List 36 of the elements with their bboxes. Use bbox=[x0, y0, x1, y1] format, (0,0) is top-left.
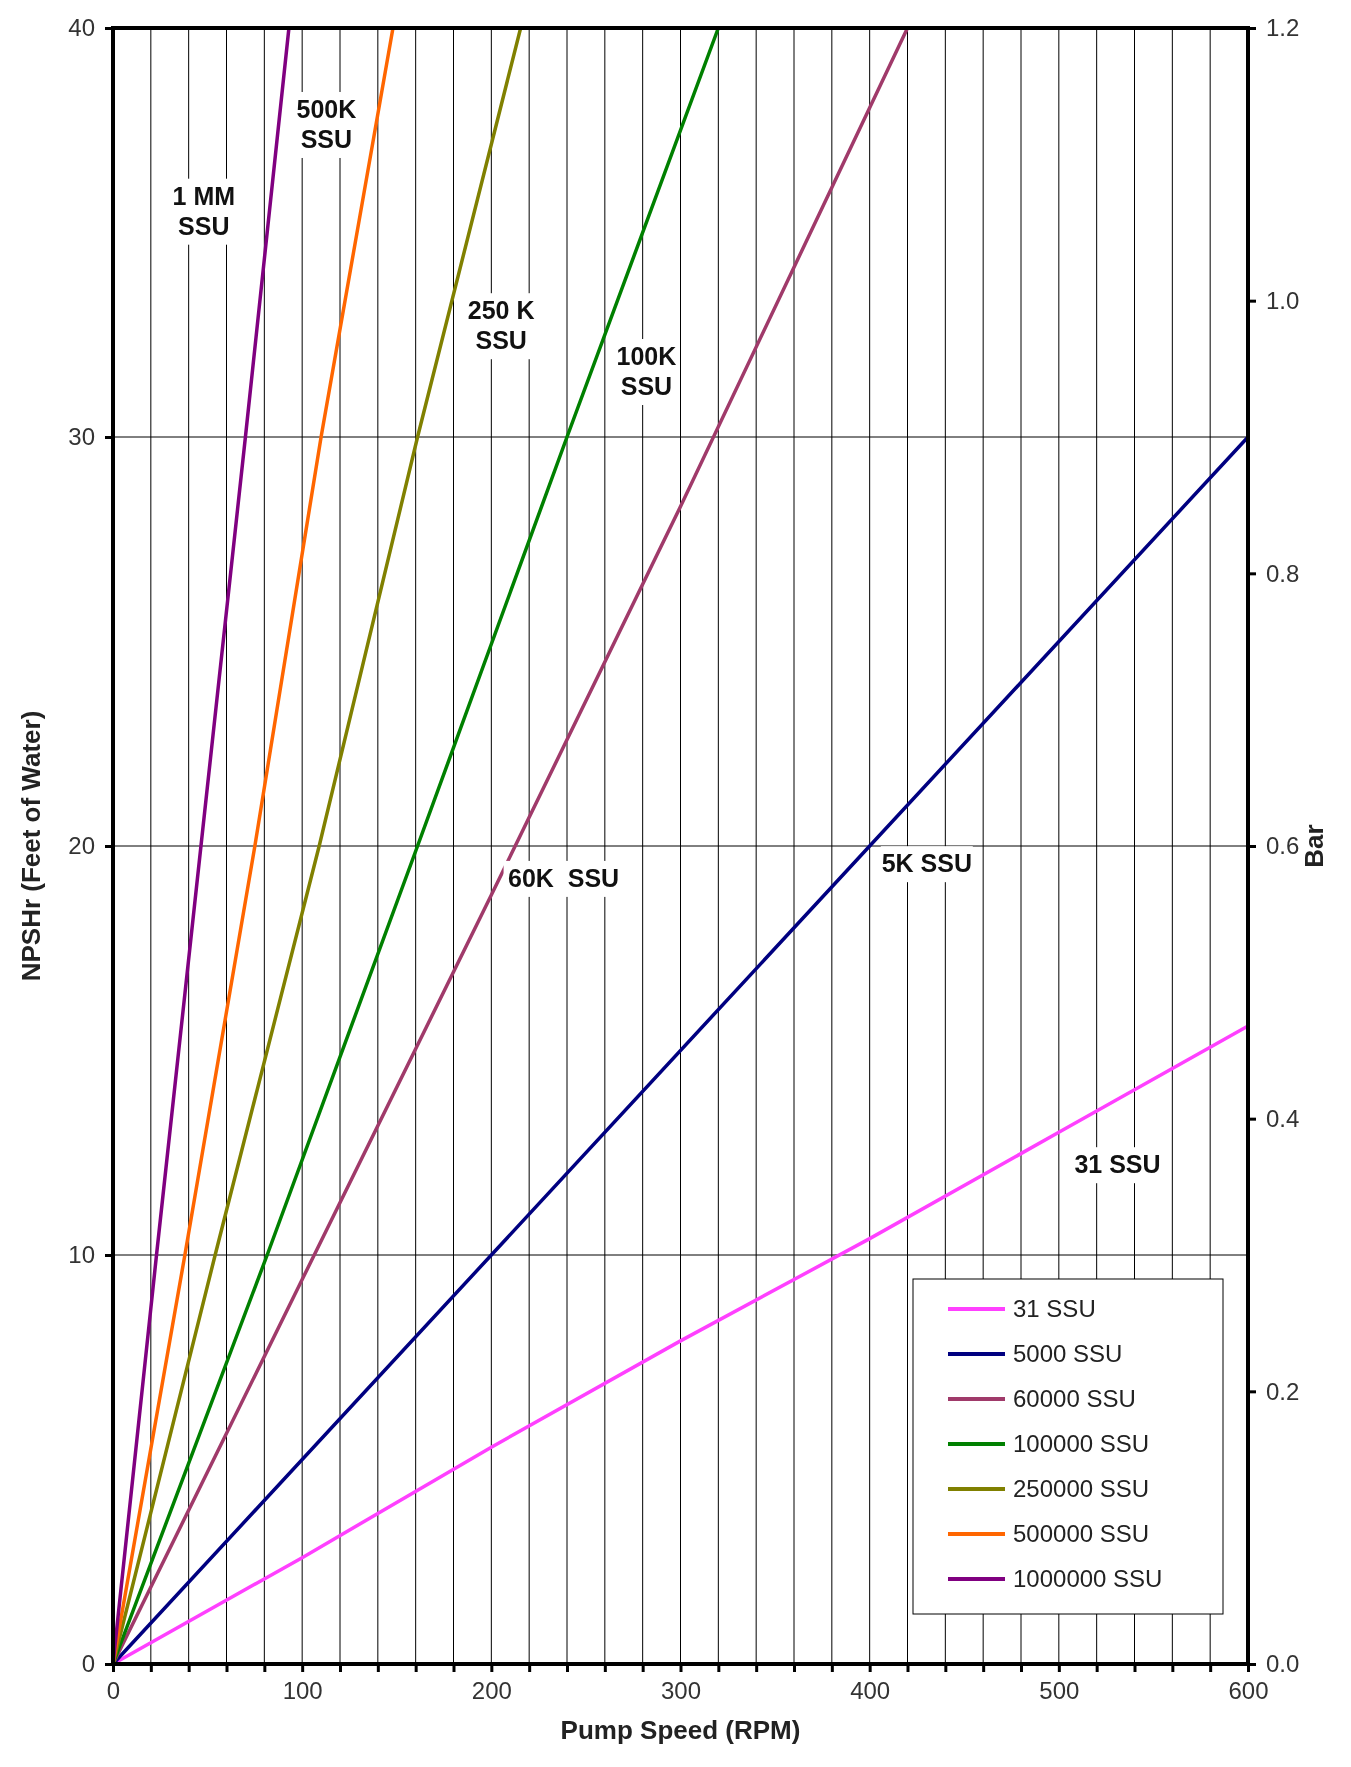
y-tick-label: 0 bbox=[81, 1650, 95, 1678]
y2-tick-label: 0.4 bbox=[1266, 1104, 1300, 1132]
x-tick-label: 500 bbox=[1039, 1677, 1080, 1705]
y2-tick-label: 0.8 bbox=[1266, 559, 1300, 587]
x-axis-title: Pump Speed (RPM) bbox=[560, 1715, 801, 1745]
annotation: 31 SSU bbox=[1074, 1150, 1161, 1179]
y-tick-label: 40 bbox=[68, 14, 95, 42]
y-tick-label: 20 bbox=[68, 832, 95, 860]
legend-label: 31 SSU bbox=[1013, 1295, 1096, 1322]
y-axis-title: NPSHr (Feet of Water) bbox=[16, 710, 46, 982]
y2-tick-label: 0.2 bbox=[1266, 1377, 1300, 1405]
y2-tick-label: 0.6 bbox=[1266, 832, 1300, 860]
annotation: 250 K SSU bbox=[467, 296, 535, 355]
y2-tick-label: 1.2 bbox=[1266, 14, 1300, 42]
legend-label: 60000 SSU bbox=[1013, 1385, 1136, 1412]
annotation: 1 MM SSU bbox=[172, 181, 236, 240]
y-tick-label: 30 bbox=[68, 423, 95, 451]
y2-tick-label: 1.0 bbox=[1266, 286, 1300, 314]
annotation: 5K SSU bbox=[881, 849, 972, 878]
annotation: 100K SSU bbox=[616, 342, 677, 401]
legend-label: 1000000 SSU bbox=[1013, 1565, 1163, 1592]
x-tick-label: 200 bbox=[471, 1677, 512, 1705]
x-tick-label: 0 bbox=[106, 1677, 121, 1705]
x-tick-label: 300 bbox=[660, 1677, 702, 1705]
y2-tick-label: 0.0 bbox=[1266, 1650, 1300, 1678]
legend-label: 250000 SSU bbox=[1013, 1475, 1150, 1502]
x-tick-label: 600 bbox=[1228, 1677, 1269, 1705]
y-tick-label: 10 bbox=[68, 1241, 95, 1269]
x-tick-label: 100 bbox=[282, 1677, 323, 1705]
y2-axis-title: Bar bbox=[1299, 824, 1329, 868]
legend-label: 500000 SSU bbox=[1013, 1520, 1150, 1547]
annotation: 500K SSU bbox=[296, 94, 357, 153]
annotation: 60K SSU bbox=[508, 863, 620, 892]
x-tick-label: 400 bbox=[850, 1677, 891, 1705]
legend-label: 5000 SSU bbox=[1013, 1340, 1123, 1367]
legend-label: 100000 SSU bbox=[1013, 1430, 1150, 1457]
